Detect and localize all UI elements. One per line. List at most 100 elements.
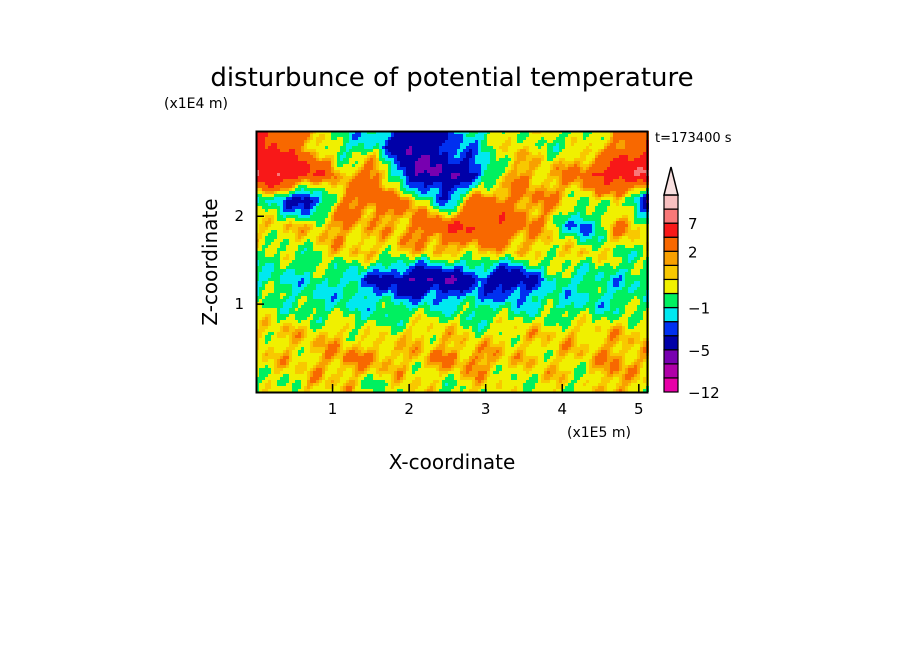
contour-cell: [481, 233, 484, 236]
contour-cell: [505, 170, 508, 173]
contour-cell: [358, 185, 361, 188]
contour-cell: [595, 218, 598, 221]
contour-cell: [598, 191, 601, 194]
contour-cell: [571, 239, 574, 242]
contour-cell: [265, 164, 268, 167]
contour-cell: [409, 212, 412, 215]
contour-cell: [442, 179, 445, 182]
contour-cell: [424, 143, 427, 146]
contour-cell: [559, 218, 562, 221]
contour-cell: [604, 161, 607, 164]
contour-cell: [412, 134, 415, 137]
contour-cell: [526, 164, 529, 167]
contour-cell: [643, 152, 646, 155]
contour-cell: [517, 215, 520, 218]
contour-cell: [358, 140, 361, 143]
contour-cell: [595, 230, 598, 233]
contour-cell: [562, 224, 565, 227]
contour-cell: [496, 140, 499, 143]
contour-cell: [358, 227, 361, 230]
contour-cell: [511, 230, 514, 233]
contour-cell: [433, 176, 436, 179]
contour-cell: [613, 200, 616, 203]
contour-cell: [568, 215, 571, 218]
contour-cell: [454, 137, 457, 140]
contour-cell: [430, 173, 433, 176]
contour-cell: [337, 158, 340, 161]
contour-cell: [334, 197, 337, 200]
contour-cell: [262, 236, 265, 239]
contour-cell: [550, 140, 553, 143]
contour-cell: [418, 209, 421, 212]
contour-cell: [463, 146, 466, 149]
contour-cell: [532, 224, 535, 227]
contour-cell: [568, 173, 571, 176]
contour-cell: [391, 230, 394, 233]
contour-cell: [304, 209, 307, 212]
contour-cell: [550, 134, 553, 137]
contour-cell: [427, 188, 430, 191]
contour-cell: [298, 140, 301, 143]
contour-cell: [454, 233, 457, 236]
contour-cell: [370, 236, 373, 239]
contour-cell: [268, 206, 271, 209]
contour-cell: [352, 137, 355, 140]
contour-cell: [310, 170, 313, 173]
contour-cell: [526, 224, 529, 227]
contour-cell: [568, 182, 571, 185]
contour-cell: [373, 221, 376, 224]
contour-cell: [388, 221, 391, 224]
contour-cell: [637, 149, 640, 152]
contour-cell: [307, 173, 310, 176]
contour-cell: [397, 212, 400, 215]
contour-cell: [352, 200, 355, 203]
contour-cell: [592, 212, 595, 215]
contour-cell: [463, 173, 466, 176]
contour-cell: [640, 179, 643, 182]
contour-cell: [493, 215, 496, 218]
contour-cell: [562, 188, 565, 191]
contour-cell: [634, 167, 637, 170]
contour-cell: [358, 191, 361, 194]
contour-cell: [331, 167, 334, 170]
contour-cell: [361, 227, 364, 230]
contour-cell: [343, 206, 346, 209]
contour-cell: [556, 158, 559, 161]
contour-cell: [403, 149, 406, 152]
contour-cell: [553, 236, 556, 239]
contour-cell: [280, 179, 283, 182]
contour-cell: [574, 215, 577, 218]
contour-cell: [289, 143, 292, 146]
contour-cell: [301, 185, 304, 188]
contour-cell: [550, 218, 553, 221]
contour-cell: [391, 236, 394, 239]
contour-cell: [415, 188, 418, 191]
contour-cell: [445, 212, 448, 215]
contour-cell: [535, 227, 538, 230]
contour-cell: [463, 134, 466, 137]
contour-cell: [619, 218, 622, 221]
contour-cell: [430, 194, 433, 197]
contour-cell: [622, 191, 625, 194]
contour-cell: [511, 140, 514, 143]
contour-cell: [535, 137, 538, 140]
contour-cell: [337, 239, 340, 242]
contour-cell: [562, 242, 565, 245]
contour-cell: [265, 134, 268, 137]
contour-cell: [364, 155, 367, 158]
contour-cell: [574, 236, 577, 239]
contour-cell: [406, 155, 409, 158]
contour-cell: [460, 173, 463, 176]
contour-cell: [517, 146, 520, 149]
contour-cell: [376, 161, 379, 164]
contour-cell: [460, 176, 463, 179]
contour-cell: [595, 239, 598, 242]
contour-cell: [391, 227, 394, 230]
contour-cell: [322, 218, 325, 221]
contour-cell: [508, 134, 511, 137]
contour-cell: [274, 245, 277, 248]
contour-cell: [322, 179, 325, 182]
contour-cell: [499, 146, 502, 149]
contour-cell: [370, 239, 373, 242]
contour-cell: [397, 170, 400, 173]
